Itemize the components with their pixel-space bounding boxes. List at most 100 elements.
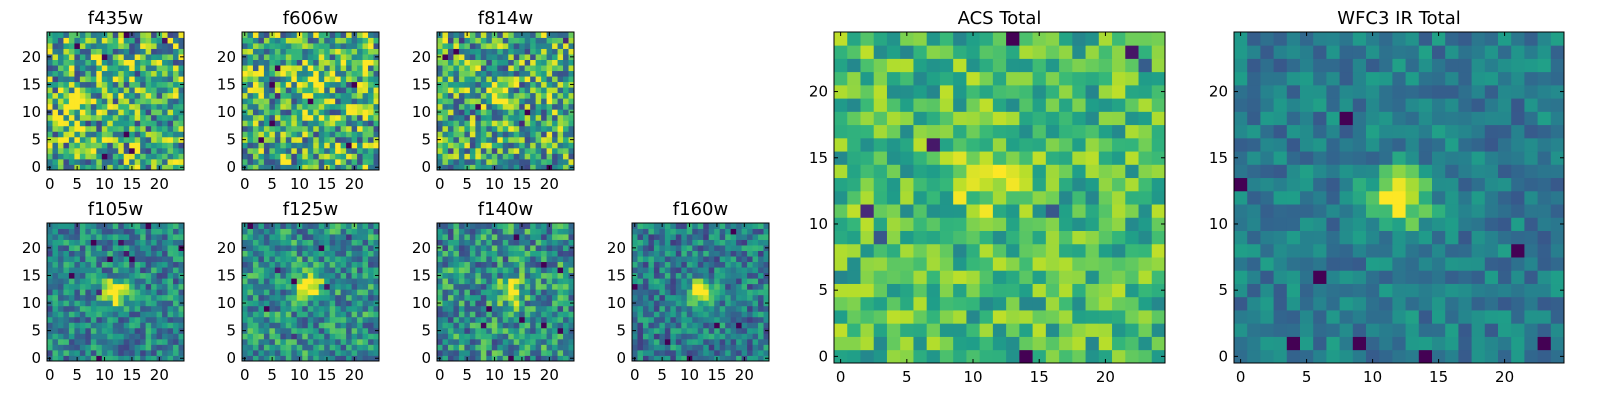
heatmap-cell (242, 322, 248, 329)
heatmap-cell (123, 125, 130, 132)
heatmap-cell (101, 120, 108, 127)
heatmap-cell (464, 87, 471, 94)
heatmap-cell (670, 305, 677, 312)
heatmap-cell (747, 355, 753, 362)
heatmap-cell (1125, 257, 1139, 271)
heatmap-cell (258, 272, 265, 279)
heatmap-cell (659, 349, 666, 356)
heatmap-cell (886, 323, 901, 337)
heatmap-cell (173, 322, 179, 329)
heatmap-cell (447, 294, 454, 301)
heatmap-cell (285, 81, 292, 88)
heatmap-cell (285, 103, 292, 110)
x-tick-label: 10 (485, 175, 504, 193)
heatmap-cell (134, 322, 141, 329)
heatmap-cell (741, 245, 748, 251)
heatmap-cell (491, 125, 498, 132)
heatmap-cell (145, 234, 152, 240)
heatmap-cell (63, 311, 70, 318)
heatmap-cell (173, 43, 179, 49)
heatmap-cell (1006, 257, 1020, 271)
heatmap-cell (900, 204, 914, 218)
heatmap-cell (285, 349, 292, 356)
heatmap-cell (52, 311, 59, 318)
heatmap-cell (763, 278, 770, 285)
heatmap-cell (541, 283, 547, 290)
heatmap-cell (637, 228, 644, 235)
x-tick-label: 15 (122, 366, 141, 384)
heatmap-cell (156, 103, 163, 110)
heatmap-cell (530, 322, 537, 329)
heatmap-cell (57, 333, 64, 340)
heatmap-cell (469, 131, 476, 138)
heatmap-cell (659, 272, 666, 279)
heatmap-cell (1045, 164, 1060, 179)
heatmap-cell (563, 289, 569, 296)
heatmap-cell (530, 333, 537, 340)
heatmap-cell (329, 158, 336, 165)
heatmap-cell (1006, 177, 1020, 192)
heatmap-cell (486, 344, 493, 351)
heatmap-cell (491, 278, 498, 285)
heatmap-cell (47, 349, 53, 356)
heatmap-cell (653, 349, 660, 356)
heatmap-cell (480, 289, 487, 296)
heatmap-cell (524, 250, 531, 257)
heatmap-cell (502, 103, 509, 110)
heatmap-cell (258, 338, 265, 345)
heatmap-cell (847, 270, 861, 284)
heatmap-cell (90, 338, 97, 345)
heatmap-cell (437, 98, 443, 105)
heatmap-cell (340, 289, 347, 296)
heatmap-cell (252, 316, 259, 323)
heatmap-cell (1138, 323, 1153, 337)
heatmap-cell (502, 327, 509, 334)
heatmap-cell (736, 349, 742, 356)
heatmap-cell (497, 103, 504, 110)
heatmap-cell (637, 278, 644, 285)
heatmap-cell (513, 120, 520, 127)
heatmap-cell (741, 338, 748, 345)
heatmap-cell (118, 338, 125, 345)
heatmap-cell (469, 65, 476, 72)
heatmap-cell (1032, 230, 1047, 245)
heatmap-cell (90, 153, 97, 160)
heatmap-cell (167, 158, 174, 165)
heatmap-cell (966, 190, 981, 205)
heatmap-cell (173, 59, 179, 66)
heatmap-cell (346, 109, 352, 116)
heatmap-cell (324, 114, 331, 121)
heatmap-cell (1098, 257, 1113, 271)
heatmap-cell (145, 120, 152, 127)
heatmap-cell (280, 147, 287, 154)
heatmap-cell (453, 103, 460, 110)
heatmap-cell (886, 270, 901, 284)
heatmap-cell (563, 37, 569, 44)
heatmap-cell (546, 289, 553, 296)
heatmap-cell (719, 300, 726, 307)
heatmap-cell (285, 98, 292, 105)
heatmap-cell (118, 109, 125, 116)
heatmap-cell (112, 349, 119, 356)
heatmap-cell (873, 283, 888, 298)
heatmap-cell (63, 59, 70, 66)
heatmap-cell (252, 59, 259, 66)
heatmap-cell (57, 355, 64, 362)
heatmap-cell (274, 300, 281, 307)
heatmap-cell (134, 261, 141, 268)
heatmap-cell (258, 250, 265, 257)
heatmap-cell (90, 250, 97, 257)
heatmap-cell (123, 272, 130, 279)
heatmap-cell (79, 120, 86, 127)
heatmap-cell (247, 147, 254, 154)
heatmap-cell (708, 239, 715, 246)
heatmap-cell (557, 234, 564, 240)
heatmap-cell (648, 278, 655, 285)
heatmap-cell (541, 87, 547, 94)
heatmap-cell (368, 349, 374, 356)
heatmap-cell (758, 338, 764, 345)
heatmap-cell (112, 327, 119, 334)
heatmap-cell (57, 305, 64, 312)
heatmap-cell (747, 239, 753, 246)
